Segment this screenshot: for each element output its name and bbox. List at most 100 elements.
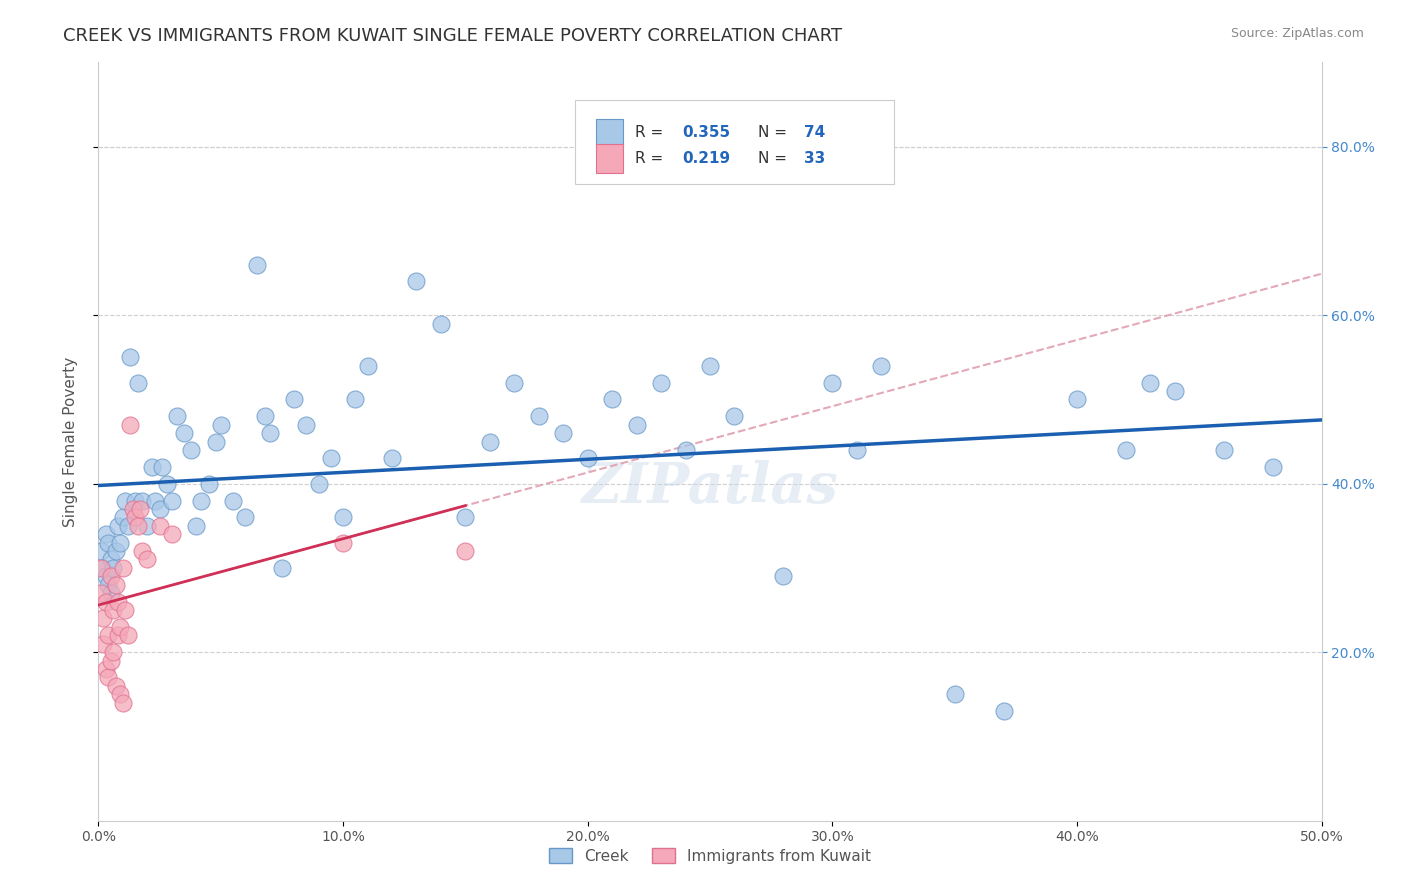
Point (160, 527, 183, 541)
Point (121, 502, 143, 516)
Y-axis label: Single Female Poverty: Single Female Poverty (63, 357, 77, 526)
Point (101, 645, 124, 659)
Point (1066, 392, 1088, 407)
Point (270, 561, 294, 575)
Point (870, 359, 893, 373)
Point (149, 518, 172, 533)
Point (626, 417, 648, 432)
Point (111, 561, 134, 575)
Point (723, 409, 745, 424)
Point (943, 687, 966, 701)
Point (821, 376, 844, 390)
Point (1212, 442, 1234, 457)
Point (553, 426, 575, 441)
Point (94, 569, 117, 583)
Point (356, 359, 378, 373)
Point (110, 620, 132, 634)
Point (1139, 376, 1161, 390)
Point (319, 451, 342, 466)
Point (91, 637, 114, 651)
Text: R =: R = (636, 152, 668, 166)
Point (600, 392, 623, 407)
Text: N =: N = (758, 126, 792, 140)
Point (101, 603, 124, 617)
Point (100, 569, 122, 583)
Text: 74: 74 (804, 126, 825, 140)
Point (149, 502, 172, 516)
Point (405, 275, 427, 289)
Point (675, 442, 697, 457)
Point (111, 696, 134, 710)
Point (104, 679, 127, 693)
Point (110, 687, 132, 701)
Point (90, 561, 112, 575)
Point (90, 544, 112, 558)
Point (308, 476, 330, 491)
FancyBboxPatch shape (596, 145, 623, 173)
Point (197, 476, 219, 491)
Point (186, 518, 208, 533)
Text: 0.219: 0.219 (682, 152, 730, 166)
Point (332, 535, 354, 549)
Point (454, 544, 477, 558)
Point (136, 552, 159, 566)
Point (527, 409, 550, 424)
Point (100, 586, 122, 600)
Point (233, 510, 256, 524)
Point (114, 493, 136, 508)
Point (97, 670, 120, 684)
Point (166, 409, 188, 424)
Point (993, 704, 1015, 718)
Point (91, 611, 114, 625)
Point (1115, 442, 1137, 457)
Point (246, 258, 269, 272)
Point (104, 544, 127, 558)
Point (90, 586, 112, 600)
Point (124, 493, 146, 508)
Point (259, 426, 281, 441)
Point (104, 578, 127, 592)
Point (111, 510, 134, 524)
Point (107, 518, 129, 533)
Point (344, 392, 367, 407)
Point (114, 603, 136, 617)
Point (160, 493, 183, 508)
Point (120, 351, 142, 365)
Point (143, 493, 166, 508)
Point (430, 317, 453, 331)
Point (173, 426, 195, 441)
Point (127, 376, 149, 390)
Text: Source: ZipAtlas.com: Source: ZipAtlas.com (1230, 27, 1364, 40)
Point (650, 376, 672, 390)
Point (209, 417, 232, 432)
Text: R =: R = (636, 126, 668, 140)
Point (100, 654, 122, 668)
Point (156, 476, 179, 491)
Text: CREEK VS IMMIGRANTS FROM KUWAIT SINGLE FEMALE POVERTY CORRELATION CHART: CREEK VS IMMIGRANTS FROM KUWAIT SINGLE F… (63, 27, 842, 45)
Point (107, 628, 129, 642)
Point (131, 493, 153, 508)
Point (205, 434, 228, 449)
Point (295, 417, 318, 432)
FancyBboxPatch shape (596, 119, 623, 147)
Text: 0.355: 0.355 (682, 126, 730, 140)
Point (120, 417, 142, 432)
Point (97, 578, 120, 592)
Point (1261, 459, 1284, 474)
FancyBboxPatch shape (575, 101, 894, 184)
Point (127, 518, 149, 533)
Point (117, 628, 139, 642)
Point (190, 493, 212, 508)
Point (1164, 384, 1187, 398)
Text: ZIPatlas: ZIPatlas (582, 459, 838, 515)
Point (101, 561, 124, 575)
Point (136, 518, 159, 533)
Point (97, 535, 120, 549)
Point (576, 451, 599, 466)
Point (91, 561, 114, 575)
Point (131, 544, 153, 558)
Point (94, 527, 117, 541)
Point (124, 510, 146, 524)
Point (180, 442, 202, 457)
Point (699, 359, 721, 373)
